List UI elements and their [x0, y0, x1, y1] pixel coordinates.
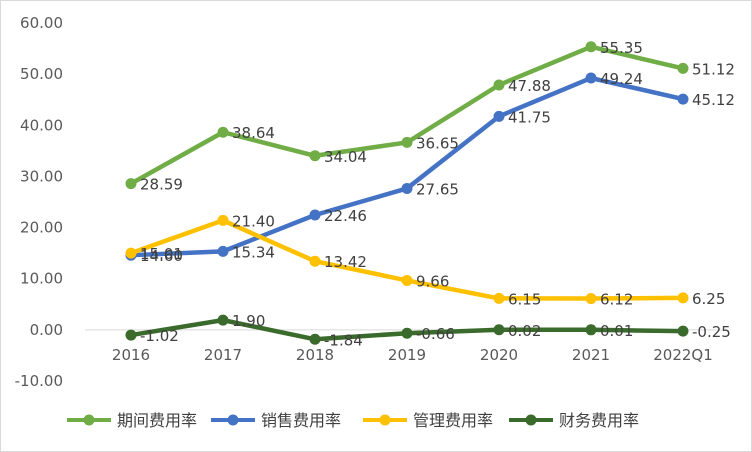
- y-tick-label: 30.00: [20, 167, 63, 185]
- data-label: 38.64: [232, 124, 275, 142]
- data-point: [217, 126, 229, 138]
- legend-swatch-marker: [227, 414, 239, 426]
- x-tick-label: 2016: [112, 346, 150, 364]
- data-label: 41.75: [508, 108, 551, 126]
- data-point: [493, 292, 505, 304]
- legend-swatch-marker: [83, 414, 95, 426]
- x-tick-label: 2022Q1: [653, 346, 713, 364]
- data-label: -0.66: [416, 325, 455, 343]
- data-label: 0.01: [600, 322, 633, 340]
- data-label: 34.04: [324, 148, 367, 166]
- data-point: [493, 110, 505, 122]
- x-tick-label: 2017: [204, 346, 242, 364]
- data-label: 13.42: [324, 253, 367, 271]
- data-point: [677, 93, 689, 105]
- data-point: [677, 62, 689, 74]
- x-tick-label: 2019: [388, 346, 426, 364]
- legend-label: 期间费用率: [117, 411, 197, 430]
- legend-label: 财务费用率: [559, 411, 639, 430]
- legend: 期间费用率 销售费用率 管理费用率 财务费用率: [67, 411, 639, 430]
- data-label: 15.34: [232, 243, 275, 261]
- data-label: -0.25: [692, 323, 731, 341]
- data-point: [585, 41, 597, 53]
- data-label: 45.12: [692, 91, 735, 109]
- data-point: [677, 292, 689, 304]
- data-label: -1.02: [140, 327, 179, 345]
- x-tick-label: 2018: [296, 346, 334, 364]
- series-lines: [125, 41, 689, 345]
- y-tick-label: 0.00: [30, 321, 63, 339]
- data-point: [401, 327, 413, 339]
- data-label: 6.25: [692, 290, 725, 308]
- data-point: [217, 314, 229, 326]
- legend-swatch-marker: [379, 414, 391, 426]
- legend-label: 销售费用率: [261, 411, 341, 430]
- series-line: [128, 44, 686, 186]
- data-point: [217, 245, 229, 257]
- legend-swatch-marker: [525, 414, 537, 426]
- data-point: [493, 324, 505, 336]
- data-point: [401, 136, 413, 148]
- data-point: [217, 214, 229, 226]
- data-label: 9.66: [416, 272, 449, 290]
- data-point: [401, 274, 413, 286]
- data-label: 47.88: [508, 77, 551, 95]
- data-label: 6.12: [600, 291, 633, 309]
- data-point: [585, 324, 597, 336]
- y-tick-label: 20.00: [20, 219, 63, 237]
- data-label: 51.12: [692, 60, 735, 78]
- x-axis-labels: 2016 2017 2018 2019 2020 2021 2022Q1: [112, 346, 713, 364]
- x-tick-label: 2021: [572, 346, 610, 364]
- data-point: [125, 247, 137, 259]
- data-point: [309, 209, 321, 221]
- data-label: 0.02: [508, 322, 541, 340]
- data-label: 1.90: [232, 312, 265, 330]
- data-point: [309, 150, 321, 162]
- data-point: [125, 178, 137, 190]
- y-tick-label: 10.00: [20, 270, 63, 288]
- data-label: 14.60: [140, 247, 183, 265]
- data-point: [309, 333, 321, 345]
- data-point: [493, 79, 505, 91]
- data-label: 15.01: [140, 245, 183, 263]
- data-label: 27.65: [416, 180, 459, 198]
- data-label: 49.24: [600, 70, 643, 88]
- series-line: [128, 75, 686, 258]
- data-point: [309, 255, 321, 267]
- data-label: 36.65: [416, 134, 459, 152]
- legend-label: 管理费用率: [413, 411, 493, 430]
- y-tick-label: -10.00: [15, 372, 63, 390]
- data-point: [125, 329, 137, 341]
- y-tick-label: 50.00: [20, 65, 63, 83]
- x-tick-label: 2020: [480, 346, 518, 364]
- series-line: [128, 218, 686, 301]
- data-labels: 28.59 38.64 34.04 36.65 47.88 55.35 51.12 14.60…: [140, 39, 735, 349]
- data-label: 6.15: [508, 290, 541, 308]
- data-point: [585, 72, 597, 84]
- data-point: [401, 182, 413, 194]
- y-axis-labels: 60.00 50.00 40.00 30.00 20.00 10.00 0.00 -10.00: [15, 14, 63, 390]
- data-point: [677, 325, 689, 337]
- data-label: 22.46: [324, 207, 367, 225]
- data-point: [585, 293, 597, 305]
- data-label: -1.84: [324, 331, 363, 349]
- y-tick-label: 60.00: [20, 14, 63, 32]
- data-label: 28.59: [140, 176, 183, 194]
- data-label: 21.40: [232, 212, 275, 230]
- data-label: 55.35: [600, 39, 643, 57]
- y-tick-label: 40.00: [20, 116, 63, 134]
